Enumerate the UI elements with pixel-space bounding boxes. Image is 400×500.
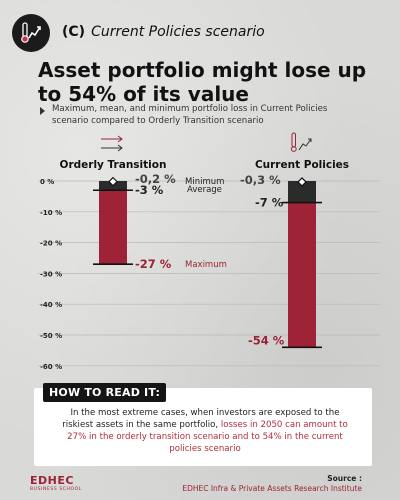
thermometer-chart-icon xyxy=(12,14,50,52)
y-tick-label: -50 % xyxy=(40,332,62,340)
scenario-tag: (C) Current Policies scenario xyxy=(62,24,265,40)
minimum-value-label: -0,3 % xyxy=(240,173,281,187)
page-title: Asset portfolio might lose up to 54% of … xyxy=(38,58,367,106)
series-name-average: Average xyxy=(187,185,222,195)
how-to-read-text: In the most extreme cases, when investor… xyxy=(60,407,350,455)
bullet-triangle-icon xyxy=(40,107,45,115)
y-tick-label: 0 % xyxy=(40,178,54,186)
bar xyxy=(99,190,127,265)
series-name-minimum: Minimum xyxy=(185,177,224,187)
y-tick-label: -60 % xyxy=(40,363,62,371)
maximum-value-label: -54 % xyxy=(248,333,285,347)
average-value-label: -7 % xyxy=(255,196,284,210)
average-value-label: -3 % xyxy=(135,183,164,197)
scenario-name: Current Policies scenario xyxy=(91,24,265,40)
y-tick-label: -10 % xyxy=(40,209,62,217)
bar xyxy=(288,202,316,348)
minimum-value-label: -0,2 % xyxy=(135,172,176,186)
minimum-marker xyxy=(108,176,118,187)
category-label: Current Policies xyxy=(255,159,349,171)
maximum-value-label: -27 % xyxy=(135,257,172,271)
page-subtitle: Maximum, mean, and minimum portfolio los… xyxy=(52,104,328,126)
current-policies-thermometer-icon xyxy=(290,132,312,152)
edhec-brand: EDHEC xyxy=(30,474,74,487)
how-to-read-highlight: losses in 2050 can amount to 27% in the … xyxy=(67,420,348,454)
bar-top-segment xyxy=(288,181,316,203)
edhec-logo: EDHEC BUSINESS SCHOOL xyxy=(30,474,82,492)
series-name-maximum: Maximum xyxy=(185,260,227,270)
y-tick-label: -30 % xyxy=(40,270,62,278)
edhec-brand-sub: BUSINESS SCHOOL xyxy=(30,487,82,492)
how-to-read-text-start: In the most extreme cases, when investor… xyxy=(62,408,340,430)
y-tick-label: -20 % xyxy=(40,240,62,248)
minimum-marker xyxy=(297,177,307,187)
category-label: Orderly Transition xyxy=(60,159,167,171)
orderly-transition-arrows-icon xyxy=(101,135,123,152)
source-label: Source : xyxy=(327,474,362,483)
how-to-read-title: HOW TO READ IT: xyxy=(43,383,167,402)
scenario-letter: (C) xyxy=(62,24,86,40)
source-text: EDHEC Infra & Private Assets Research In… xyxy=(182,484,362,493)
y-tick-label: -40 % xyxy=(40,301,62,309)
